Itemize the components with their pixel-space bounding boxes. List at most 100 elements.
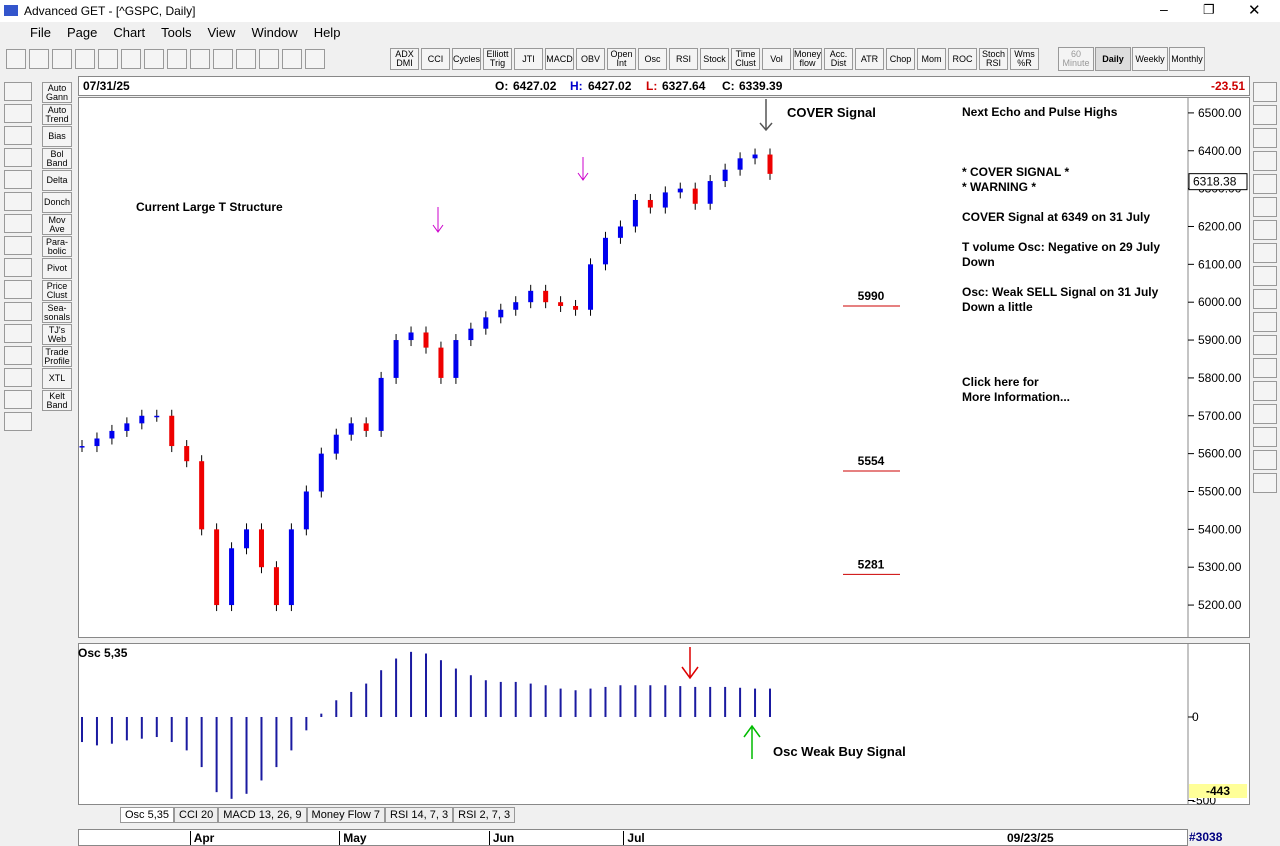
side-button[interactable]: XTL — [42, 368, 72, 389]
icon-button[interactable] — [98, 49, 118, 69]
side-button[interactable]: Price Clust — [42, 280, 72, 301]
icon-button[interactable] — [75, 49, 95, 69]
side-button[interactable]: Sea- sonals — [42, 302, 72, 323]
menu-item[interactable]: Page — [66, 25, 98, 40]
icon-button[interactable] — [213, 49, 233, 69]
maximize[interactable]: ❐ — [1203, 2, 1215, 17]
tool-button[interactable]: Acc. Dist — [824, 48, 853, 70]
side-button[interactable]: TJ's Web — [42, 324, 72, 345]
side-button[interactable]: Trade Profile — [42, 346, 72, 367]
icon-button[interactable] — [1253, 128, 1277, 148]
tool-button[interactable]: Money flow — [793, 48, 822, 70]
icon-button[interactable] — [1253, 289, 1277, 309]
minimize[interactable]: – — [1160, 1, 1168, 17]
icon-button[interactable] — [1253, 450, 1277, 470]
tool-button[interactable]: Vol — [762, 48, 791, 70]
menu-item[interactable]: Help — [313, 25, 341, 40]
icon-button[interactable] — [4, 82, 32, 101]
tool-button[interactable]: Stoch RSI — [979, 48, 1008, 70]
tab[interactable]: Money Flow 7 — [306, 807, 386, 823]
icon-button[interactable] — [4, 390, 32, 409]
icon-button[interactable] — [4, 104, 32, 123]
tool-button[interactable]: Time Clust — [731, 48, 760, 70]
tool-button[interactable]: ADX DMI — [390, 48, 419, 70]
tool-button[interactable]: RSI — [669, 48, 698, 70]
tab[interactable]: CCI 20 — [174, 807, 219, 823]
icon-button[interactable] — [4, 346, 32, 365]
icon-button[interactable] — [52, 49, 72, 69]
icon-button[interactable] — [29, 49, 49, 69]
menu-item[interactable]: Chart — [113, 25, 146, 40]
icon-button[interactable] — [1253, 151, 1277, 171]
icon-button[interactable] — [4, 126, 32, 145]
side-button[interactable]: Bias — [42, 126, 72, 147]
menu-item[interactable]: Window — [251, 25, 298, 40]
menu-item[interactable]: Tools — [161, 25, 192, 40]
icon-button[interactable] — [121, 49, 141, 69]
icon-button[interactable] — [4, 368, 32, 387]
icon-button[interactable] — [282, 49, 302, 69]
icon-button[interactable] — [167, 49, 187, 69]
icon-button[interactable] — [1253, 197, 1277, 217]
info-link[interactable]: Click here for — [962, 375, 1039, 389]
icon-button[interactable] — [4, 412, 32, 431]
icon-button[interactable] — [4, 280, 32, 299]
icon-button[interactable] — [1253, 473, 1277, 493]
tool-button[interactable]: JTI — [514, 48, 543, 70]
icon-button[interactable] — [236, 49, 256, 69]
icon-button[interactable] — [4, 192, 32, 211]
icon-button[interactable] — [1253, 105, 1277, 125]
icon-button[interactable] — [1253, 243, 1277, 263]
tab[interactable]: Osc 5,35 — [120, 807, 175, 823]
icon-button[interactable] — [305, 49, 325, 69]
side-button[interactable]: Para- bolic — [42, 236, 72, 257]
icon-button[interactable] — [259, 49, 279, 69]
close[interactable]: ✕ — [1248, 2, 1261, 19]
tool-button[interactable]: ROC — [948, 48, 977, 70]
icon-button[interactable] — [1253, 174, 1277, 194]
icon-button[interactable] — [1253, 381, 1277, 401]
tab[interactable]: RSI 14, 7, 3 — [385, 807, 454, 823]
tool-button[interactable]: Wms %R — [1010, 48, 1039, 70]
side-button[interactable]: Donch — [42, 192, 72, 213]
side-button[interactable]: Auto Trend — [42, 104, 72, 125]
tool-button[interactable]: Elliott Trig — [483, 48, 512, 70]
side-button[interactable]: Auto Gann — [42, 82, 72, 103]
tool-button[interactable]: Osc — [638, 48, 667, 70]
tool-button[interactable]: ATR — [855, 48, 884, 70]
side-button[interactable]: Pivot — [42, 258, 72, 279]
timeframe-button[interactable]: Daily — [1095, 47, 1131, 71]
tool-button[interactable]: Cycles — [452, 48, 481, 70]
timeframe-button[interactable]: Weekly — [1132, 47, 1168, 71]
icon-button[interactable] — [4, 324, 32, 343]
tool-button[interactable]: Chop — [886, 48, 915, 70]
side-button[interactable]: Delta — [42, 170, 72, 191]
tool-button[interactable]: Stock — [700, 48, 729, 70]
icon-button[interactable] — [1253, 312, 1277, 332]
side-button[interactable]: Mov Ave — [42, 214, 72, 235]
icon-button[interactable] — [4, 236, 32, 255]
icon-button[interactable] — [1253, 220, 1277, 240]
tool-button[interactable]: CCI — [421, 48, 450, 70]
menu-item[interactable]: File — [30, 25, 51, 40]
icon-button[interactable] — [1253, 335, 1277, 355]
tool-button[interactable]: MACD — [545, 48, 574, 70]
icon-button[interactable] — [4, 258, 32, 277]
tab[interactable]: RSI 2, 7, 3 — [453, 807, 516, 823]
side-button[interactable]: Kelt Band — [42, 390, 72, 411]
menu-item[interactable]: View — [207, 25, 236, 40]
icon-button[interactable] — [1253, 266, 1277, 286]
timeframe-button[interactable]: Monthly — [1169, 47, 1205, 71]
timeframe-button[interactable]: 60 Minute — [1058, 47, 1094, 71]
side-button[interactable]: Bol Band — [42, 148, 72, 169]
icon-button[interactable] — [4, 170, 32, 189]
icon-button[interactable] — [4, 302, 32, 321]
tool-button[interactable]: Mom — [917, 48, 946, 70]
icon-button[interactable] — [6, 49, 26, 69]
icon-button[interactable] — [1253, 404, 1277, 424]
icon-button[interactable] — [190, 49, 210, 69]
icon-button[interactable] — [4, 214, 32, 233]
icon-button[interactable] — [1253, 358, 1277, 378]
icon-button[interactable] — [1253, 427, 1277, 447]
icon-button[interactable] — [144, 49, 164, 69]
